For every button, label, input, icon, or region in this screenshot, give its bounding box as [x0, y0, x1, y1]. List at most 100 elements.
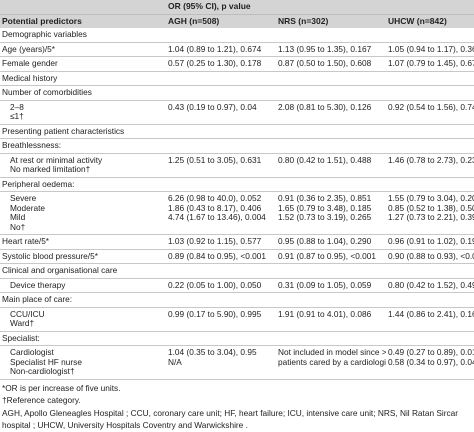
cell-line: Female gender [2, 58, 58, 68]
cell-line: Presenting patient characteristics [2, 125, 125, 136]
cell-line: Specialist HF nurse [10, 356, 82, 367]
cell-line: 0.80 (0.42 to 1.52), 0.491 [388, 279, 474, 290]
row-label: Peripheral oedema: [0, 177, 474, 192]
value-cell: 0.90 (0.88 to 0.93), <0.001 [386, 249, 474, 264]
value-cell: 0.95 (0.88 to 1.04), 0.290 [276, 235, 386, 250]
cell-line: 0.85 (0.52 to 1.38), 0.502 [388, 202, 474, 213]
cell-line: Cardiologist [10, 347, 54, 357]
row-label: Demographic variables [0, 28, 474, 42]
value-cell: 1.03 (0.92 to 1.15), 0.577 [166, 235, 276, 250]
cell-line: At rest or minimal activity [10, 154, 103, 165]
cell-line: patients cared by a cardiologist [278, 356, 386, 367]
data-row: Age (years)/5* 1.04 (0.89 to 1.21), 0.674… [0, 42, 474, 57]
row-label: Systolic blood pressure/5* [0, 249, 166, 264]
cell-line: 1.03 (0.92 to 1.15), 0.577 [168, 236, 262, 246]
row-label: Breathlessness: [0, 139, 474, 154]
cell-line: ≤1† [10, 111, 24, 121]
row-label: Cardiologist Specialist HF nurse Non-cardi… [0, 346, 166, 380]
value-cell: 1.05 (0.94 to 1.17), 0.366 [386, 42, 474, 57]
cell-line: 0.99 (0.17 to 5.90), 0.995 [168, 308, 262, 319]
data-row: Cardiologist Specialist HF nurse Non-cardi… [0, 346, 474, 380]
cell-line: Age (years)/5* [2, 43, 56, 54]
row-label: Main place of care: [0, 293, 474, 308]
cell-line: Demographic variables [2, 29, 87, 39]
value-cell: 0.43 (0.19 to 0.97), 0.04 [166, 100, 276, 124]
results-table: OR (95% CI), p value Potential predictor… [0, 0, 474, 379]
cell-line: 2–8 [10, 101, 24, 112]
row-label: Presenting patient characteristics [0, 124, 474, 139]
cell-line: 1.05 (0.94 to 1.17), 0.366 [388, 43, 474, 54]
cell-line: CCU/ICU [10, 308, 45, 319]
table-body: Demographic variables Age (years)/5* 1.04 … [0, 28, 474, 379]
cell-line: 0.31 (0.09 to 1.05), 0.059 [278, 279, 372, 290]
value-cell: 0.92 (0.54 to 1.56), 0.748 [386, 100, 474, 124]
cell-line: Systolic blood pressure/5* [2, 250, 98, 261]
cell-line: 0.87 (0.50 to 1.50), 0.608 [278, 58, 372, 68]
cell-line: Clinical and organisational care [2, 265, 118, 275]
column-header: AGH (n=508) [166, 14, 276, 28]
cell-line: 1.44 (0.86 to 2.41), 0.167 [388, 308, 474, 319]
cell-line: 0.80 (0.42 to 1.51), 0.488 [278, 154, 372, 165]
cell-line: 0.91 (0.87 to 0.95), <0.001 [278, 250, 377, 261]
row-label: Clinical and organisational care [0, 264, 474, 279]
cell-line: 0.91 (0.36 to 2.35), 0.851 [278, 193, 372, 203]
section-row: Number of comorbidities [0, 86, 474, 101]
value-cell: 0.91 (0.36 to 2.35), 0.851 1.65 (0.79 to … [276, 192, 386, 235]
cell-line: 1.04 (0.35 to 3.04), 0.95 [168, 347, 257, 357]
cell-line: 1.27 (0.73 to 2.21), 0.398 [388, 212, 474, 222]
value-cell: 6.26 (0.98 to 40.0), 0.052 1.86 (0.43 to … [166, 192, 276, 235]
value-cell: 0.57 (0.25 to 1.30), 0.178 [166, 57, 276, 72]
value-cell: 1.04 (0.89 to 1.21), 0.674 [166, 42, 276, 57]
section-row: Peripheral oedema: [0, 177, 474, 192]
cell-line: N/A [168, 356, 182, 367]
value-cell: 0.99 (0.17 to 5.90), 0.995 [166, 307, 276, 331]
header-row: OR (95% CI), p value [0, 0, 474, 15]
cell-line: No† [10, 221, 26, 232]
cell-line: 0.92 (0.54 to 1.56), 0.748 [388, 101, 474, 112]
cell-line: Ward† [10, 318, 35, 328]
value-cell: 0.91 (0.87 to 0.95), <0.001 [276, 249, 386, 264]
cell-line: 0.90 (0.88 to 0.93), <0.001 [388, 250, 474, 261]
cell-line: Main place of care: [2, 294, 73, 304]
value-cell: 1.44 (0.86 to 2.41), 0.167 [386, 307, 474, 331]
value-cell: 0.80 (0.42 to 1.51), 0.488 [276, 153, 386, 177]
cell-line: 1.91 (0.91 to 4.01), 0.086 [278, 308, 372, 319]
footnotes: *OR is per increase of five units. †Refer… [0, 380, 474, 432]
data-row: Device therapy 0.22 (0.05 to 1.00), 0.050… [0, 278, 474, 293]
row-label: CCU/ICU Ward† [0, 307, 166, 331]
cell-line: 1.07 (0.79 to 1.45), 0.679 [388, 58, 474, 68]
cell-line: Heart rate/5* [2, 236, 50, 246]
section-row: Presenting patient characteristics [0, 124, 474, 139]
value-cell: 0.49 (0.27 to 0.89), 0.018 0.58 (0.34 to … [386, 346, 474, 380]
data-row: Female gender 0.57 (0.25 to 1.30), 0.178 0… [0, 57, 474, 72]
row-label: Number of comorbidities [0, 86, 474, 101]
cell-line: 1.55 (0.79 to 3.04), 0.201 [388, 193, 474, 203]
value-cell: 1.07 (0.79 to 1.45), 0.679 [386, 57, 474, 72]
value-cell: 1.04 (0.35 to 3.04), 0.95 N/A [166, 346, 276, 380]
group-header: OR (95% CI), p value [166, 0, 474, 15]
data-row: Systolic blood pressure/5* 0.89 (0.84 to … [0, 249, 474, 264]
row-label: Female gender [0, 57, 166, 72]
cell-line: 0.58 (0.34 to 0.97), 0.04 [388, 356, 474, 367]
row-label: At rest or minimal activity No marked lim… [0, 153, 166, 177]
cell-line: Peripheral oedema: [2, 178, 75, 189]
cell-line: No marked limitation† [10, 164, 91, 174]
cell-line: Moderate [10, 202, 46, 213]
value-cell: 1.46 (0.78 to 2.73), 0.234 [386, 153, 474, 177]
cell-line: Number of comorbidities [2, 87, 92, 97]
section-row: Clinical and organisational care [0, 264, 474, 279]
value-cell: Not included in model since >99%patients… [276, 346, 386, 380]
cell-line: 6.26 (0.98 to 40.0), 0.052 [168, 193, 262, 203]
column-header: Potential predictors [0, 14, 166, 28]
cell-line: 1.25 (0.51 to 3.05), 0.631 [168, 154, 262, 165]
value-cell: 1.55 (0.79 to 3.04), 0.201 0.85 (0.52 to … [386, 192, 474, 235]
cell-line: Mild [10, 212, 26, 222]
cell-line: 0.43 (0.19 to 0.97), 0.04 [168, 101, 257, 112]
row-label: Severe Moderate Mild No† [0, 192, 166, 235]
data-row: Severe Moderate Mild No† 6.26 (0.98 to 40.0)… [0, 192, 474, 235]
row-label: 2–8 ≤1† [0, 100, 166, 124]
value-cell: 1.91 (0.91 to 4.01), 0.086 [276, 307, 386, 331]
cell-line: 1.65 (0.79 to 3.48), 0.185 [278, 202, 372, 213]
footnote: AGH, Apollo Gleneagles Hospital ; CCU, c… [2, 407, 459, 431]
value-cell: 0.31 (0.09 to 1.05), 0.059 [276, 278, 386, 293]
